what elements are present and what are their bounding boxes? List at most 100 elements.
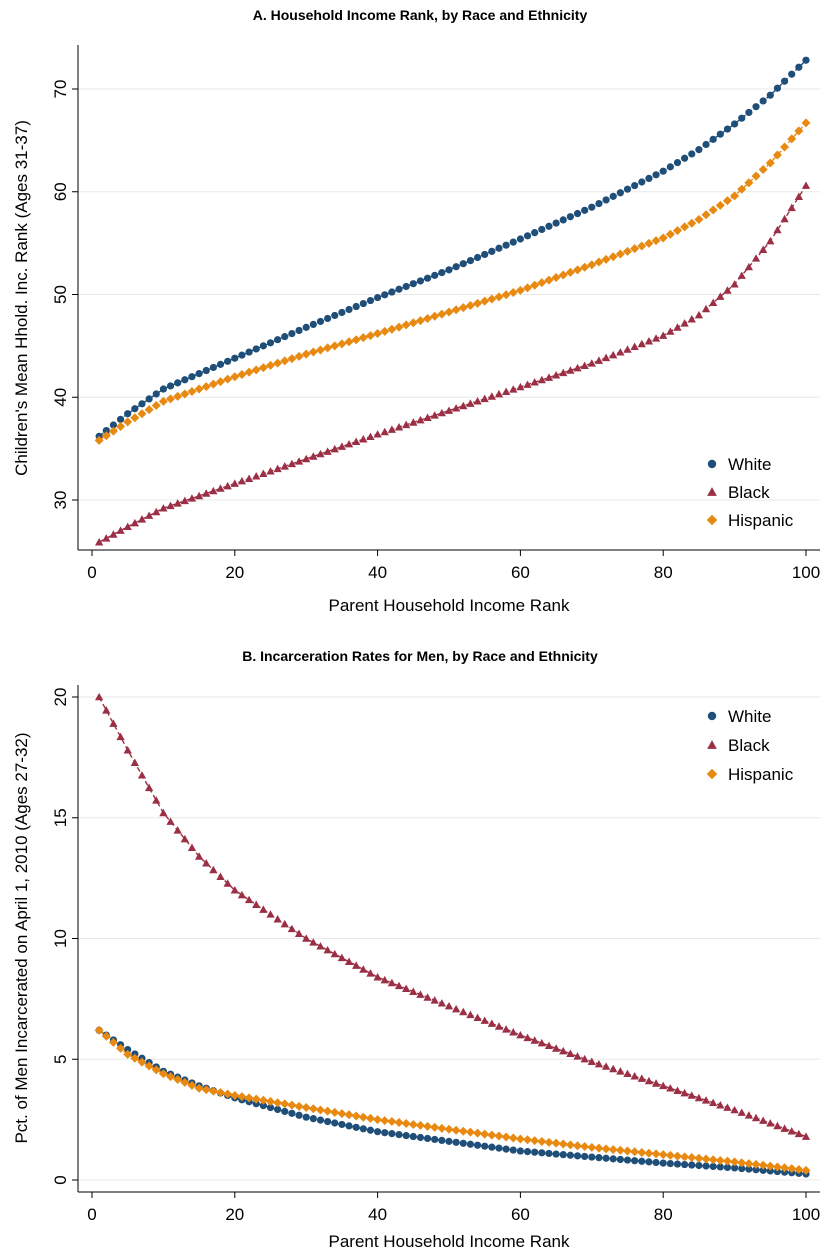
panel-a-black-point [230,479,239,487]
panel-b-black-point [780,1124,789,1132]
panel-a-hispanic-point [530,280,540,290]
panel-b-white-point [723,1163,732,1172]
panel-b-legend-black-label: Black [728,736,770,755]
panel-a-white-point [595,199,603,208]
panel-b-white-point [381,1129,389,1137]
panel-a-legend-hispanic-marker [706,514,718,526]
panel-a-white-point [695,146,703,154]
panel-a-white-point [174,379,182,387]
panel-a-hispanic-point [480,296,490,306]
panel-b-black-point [287,924,297,933]
panel-a-black-point [423,413,432,422]
panel-a-white-point [673,158,682,167]
panel-b-hispanic-point [765,1161,775,1171]
panel-b-black-point [594,1059,604,1068]
panel-a-hispanic-point [580,262,590,272]
panel-a-black-point [380,427,389,436]
panel-b-black-point [609,1064,618,1073]
panel-a-white-point [681,154,689,162]
panel-a-hispanic-point [401,320,411,330]
panel-b-white-point [473,1141,482,1149]
panel-b-hispanic-point [458,1126,468,1136]
panel-a-hispanic-point [194,384,204,394]
panel-b-white-point [359,1125,367,1133]
panel-a-white-point [445,266,453,274]
panel-b-hispanic-point [651,1149,661,1159]
panel-a-y-tick-label: 30 [51,491,70,510]
panel-a-hispanic-point [701,210,711,220]
panel-a-ticks: 0 20 40 60 80 100 30 40 50 60 70 [51,80,820,582]
panel-a-white-point [359,299,367,308]
panel-b-black-point [352,961,361,969]
panel-a-hispanic-point [137,409,147,419]
panel-b-hispanic-point [644,1148,654,1158]
panel-b-legend-white-label: White [728,707,771,726]
panel-b-title: B. Incarceration Rates for Men, by Race … [242,648,598,664]
panel-b-black-point [366,969,375,977]
panel-a-white-point [331,311,339,320]
panel-b-hispanic-point [330,1107,340,1117]
panel-a-white-point [431,271,439,279]
panel-a-black-point [387,425,397,433]
panel-b-black-point [709,1098,718,1107]
panel-a-x-tick-label: 100 [792,563,820,582]
panel-a-hispanic-point [451,305,461,315]
panel-a-hispanic-point [722,196,732,206]
panel-b-hispanic-point [266,1097,275,1107]
panel-a-hispanic-point [387,324,397,334]
panel-a-hispanic-fit-line [98,122,807,441]
panel-a-black-point [337,442,347,450]
panel-b-black-point [694,1093,704,1102]
panel-b-hispanic-point [130,1053,140,1063]
panel-b-black-point [387,978,397,987]
panel-b-black-point [202,859,211,867]
panel-b-white-point [302,1113,310,1121]
panel-b-white-point [638,1157,646,1165]
panel-b-black-point [230,886,239,894]
panel-a-white-point [416,277,425,285]
panel-b-black-point [616,1067,625,1075]
panel-b-hispanic-point [480,1129,490,1139]
panel-b-black-point [544,1041,554,1050]
panel-a-black-point [459,401,468,410]
panel-a-white-point [531,229,539,237]
panel-a-white-point [588,203,596,211]
panel-b-x-tick-label: 80 [654,1205,673,1224]
panel-a-black-point [630,342,639,351]
panel-b-black-point [673,1086,682,1094]
panel-a-hispanic-point [680,222,690,232]
panel-b-white-point [395,1130,403,1139]
panel-b-hispanic-point [630,1147,640,1157]
panel-a-hispanic-point [344,337,354,347]
panel-a-hispanic-point [637,241,647,251]
panel-a-white-point [702,140,710,149]
panel-b-x-tick-label: 20 [225,1205,244,1224]
panel-b-white-point [252,1100,260,1108]
panel-a-y-label: Children's Mean Hhold. Inc. Rank (Ages 3… [12,120,31,476]
panel-a-white-point [316,317,325,326]
panel-a-hispanic-point [608,252,618,262]
panel-a-black-point [187,494,197,502]
panel-a-hispanic-point [216,377,226,387]
panel-a-hispanic-point [130,413,140,423]
panel-b-black-point [95,692,104,701]
panel-b-black-point [487,1019,496,1027]
panel-b-black-point [280,919,289,928]
panel-b-white-point [316,1116,325,1124]
panel-b-white-point [459,1139,467,1147]
panel-b-hispanic-point [758,1160,768,1170]
panel-a-hispanic-point [365,331,375,341]
panel-a-black-point [701,304,711,313]
panel-b-hispanic-point [230,1090,240,1100]
panel-a-black-point [366,432,375,441]
panel-b-white-point [452,1138,460,1146]
panel-b-white-point [366,1126,375,1134]
panel-b-black-point [459,1007,468,1016]
panel-a-black-point [759,245,768,254]
panel-a-black-point [794,192,803,200]
panel-b-hispanic-point [523,1135,533,1145]
panel-b-y-tick-label: 15 [51,808,70,827]
panel-b-hispanic-point [101,1031,111,1041]
panel-b-white-point [659,1159,667,1167]
panel-a-white-point [238,351,246,359]
